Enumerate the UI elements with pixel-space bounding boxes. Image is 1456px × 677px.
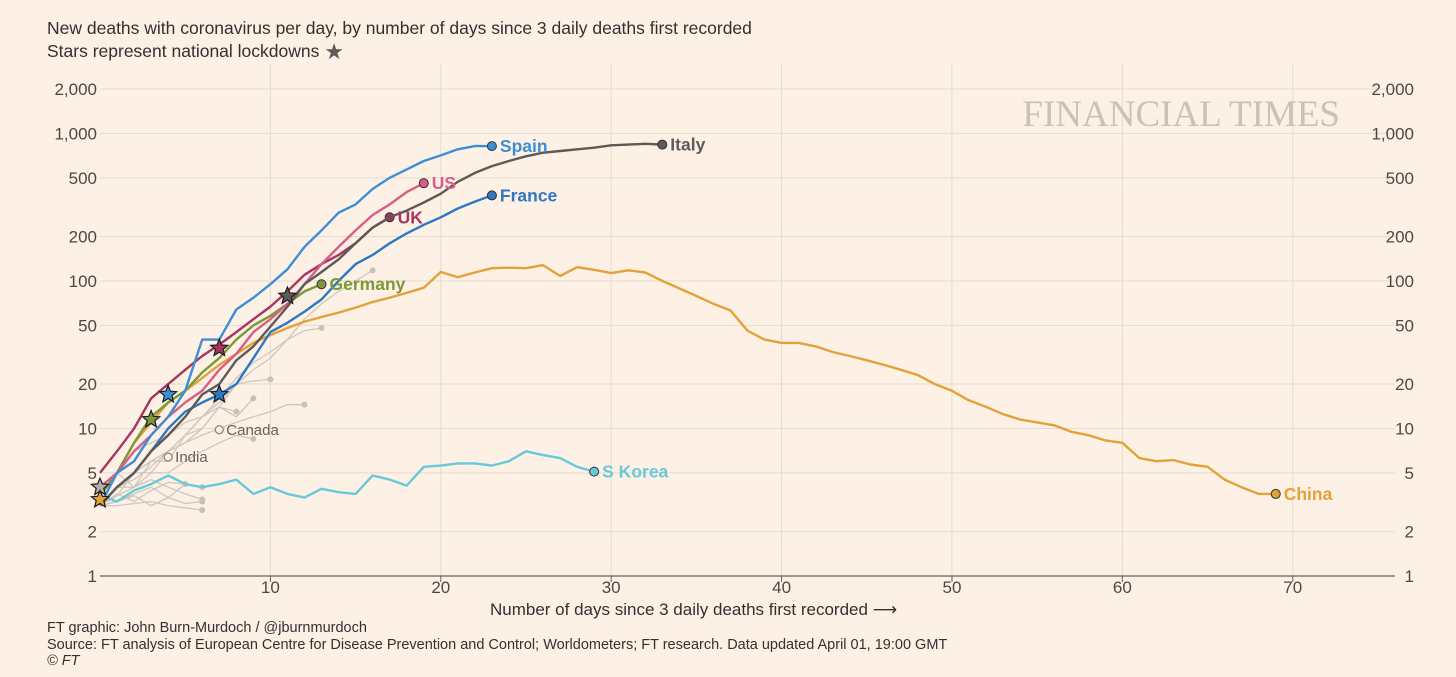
y-tick-label-left: 50 <box>78 316 97 335</box>
background-series-endpoint <box>199 496 206 503</box>
series-label-s-korea: S Korea <box>602 462 668 482</box>
chart-subtitle-text: Stars represent national lockdowns <box>47 41 320 61</box>
footer: FT graphic: John Burn-Murdoch / @jburnmu… <box>47 620 947 670</box>
x-tick-label: 30 <box>602 578 621 597</box>
series-line-spain <box>98 144 492 507</box>
y-tick-label-right: 5 <box>1405 464 1414 483</box>
background-series-group <box>99 267 376 514</box>
axis-ticks: 1 1 2 2 5 5 10 10 20 20 50 50 100 100 200 200 500 500 1,00… <box>54 80 1414 597</box>
series-line-france <box>99 194 493 507</box>
series-label-us: US <box>432 173 456 193</box>
background-series-line <box>99 378 271 507</box>
minor-label-canada: Canada <box>226 422 279 439</box>
x-tick-label: 50 <box>943 578 962 597</box>
brand-watermark: FINANCIAL TIMES <box>1022 94 1340 135</box>
x-tick-label: 70 <box>1283 578 1302 597</box>
x-tick-label: 60 <box>1113 578 1132 597</box>
y-tick-label-right: 50 <box>1395 316 1414 335</box>
x-axis-label-text: Number of days since 3 daily deaths firs… <box>490 600 868 619</box>
y-tick-label-right: 10 <box>1395 419 1414 438</box>
y-tick-label-left: 1,000 <box>54 124 97 143</box>
y-tick-label-right: 1 <box>1405 567 1414 586</box>
series-line-china <box>99 263 1276 497</box>
lockdown-star-icon <box>158 383 179 404</box>
y-tick-label-right: 2,000 <box>1371 80 1414 99</box>
series-label-germany: Germany <box>330 274 406 294</box>
background-series-line <box>99 434 254 507</box>
main-series-group <box>98 139 1281 507</box>
y-tick-label-right: 1,000 <box>1371 124 1414 143</box>
chart-title: New deaths with coronavirus per day, by … <box>47 18 752 38</box>
series-endpoint-china <box>1270 488 1281 499</box>
y-tick-label-left: 1 <box>88 567 97 586</box>
star-icon: ★ <box>324 39 344 64</box>
lockdown-star-icon <box>209 337 230 357</box>
x-tick-label: 40 <box>772 578 791 597</box>
grid <box>100 64 1395 576</box>
series-endpoint-germany <box>316 279 327 290</box>
y-tick-label-left: 100 <box>69 272 97 291</box>
x-tick-label: 20 <box>431 578 450 597</box>
lockdown-star-icon <box>141 408 162 429</box>
series-endpoint-spain <box>486 141 497 152</box>
series-endpoint-italy <box>657 139 668 150</box>
minor-endpoint-india <box>163 452 173 462</box>
y-tick-label-right: 2 <box>1405 523 1414 542</box>
footer-credit: FT graphic: John Burn-Murdoch / @jburnmu… <box>47 620 367 636</box>
y-tick-label-right: 20 <box>1395 375 1414 394</box>
arrow-right-icon: ⟶ <box>873 600 897 619</box>
series-line-s-korea <box>99 450 595 503</box>
minor-endpoint-canada <box>214 425 224 435</box>
lockdown-star-icon <box>89 488 111 509</box>
background-series-endpoint <box>233 408 240 415</box>
y-tick-label-left: 2,000 <box>54 80 97 99</box>
background-series-endpoint <box>250 435 257 442</box>
x-tick-label: 10 <box>261 578 280 597</box>
y-tick-label-left: 500 <box>69 169 97 188</box>
series-endpoint-s-korea <box>589 466 600 477</box>
chart-title-block: New deaths with coronavirus per day, by … <box>47 17 752 63</box>
series-label-china: China <box>1284 484 1333 504</box>
lockdown-star-icon <box>277 285 298 305</box>
x-axis-label: Number of days since 3 daily deaths firs… <box>490 600 897 619</box>
series-endpoint-france <box>486 190 497 201</box>
lockdown-star-icon <box>209 383 230 404</box>
series-line-italy <box>99 142 663 507</box>
background-series-endpoint <box>301 401 308 408</box>
series-endpoint-us <box>418 178 429 189</box>
background-series-endpoint <box>250 395 257 402</box>
series-label-france: France <box>500 185 558 205</box>
y-tick-label-left: 5 <box>88 464 97 483</box>
y-tick-label-left: 2 <box>88 523 97 542</box>
y-tick-label-left: 20 <box>78 375 97 394</box>
background-series-line <box>99 483 186 507</box>
y-tick-label-right: 200 <box>1386 228 1414 247</box>
background-series-endpoint <box>369 267 376 274</box>
background-series-line <box>100 500 203 511</box>
series-label-spain: Spain <box>500 136 548 156</box>
y-tick-label-left: 10 <box>78 419 97 438</box>
footer-source: Source: FT analysis of European Centre f… <box>47 636 948 653</box>
background-series-endpoint <box>267 376 274 383</box>
lockdown-stars <box>89 285 298 509</box>
chart-subtitle: Stars represent national lockdowns ★ <box>47 40 752 63</box>
y-tick-label-right: 500 <box>1386 169 1414 188</box>
series-label-italy: Italy <box>670 135 705 155</box>
background-series-endpoint <box>199 507 206 514</box>
series-line-uk <box>99 216 391 474</box>
background-series-endpoint <box>318 324 325 331</box>
footer-copyright: © FT <box>47 653 80 669</box>
minor-label-india: India <box>175 449 208 466</box>
y-tick-label-left: 200 <box>69 228 97 247</box>
series-label-uk: UK <box>398 207 424 227</box>
y-tick-label-right: 100 <box>1386 272 1414 291</box>
background-series-line <box>99 269 373 507</box>
series-labels: China S Korea Germany UK US France Italy Spain C… <box>163 135 1333 504</box>
